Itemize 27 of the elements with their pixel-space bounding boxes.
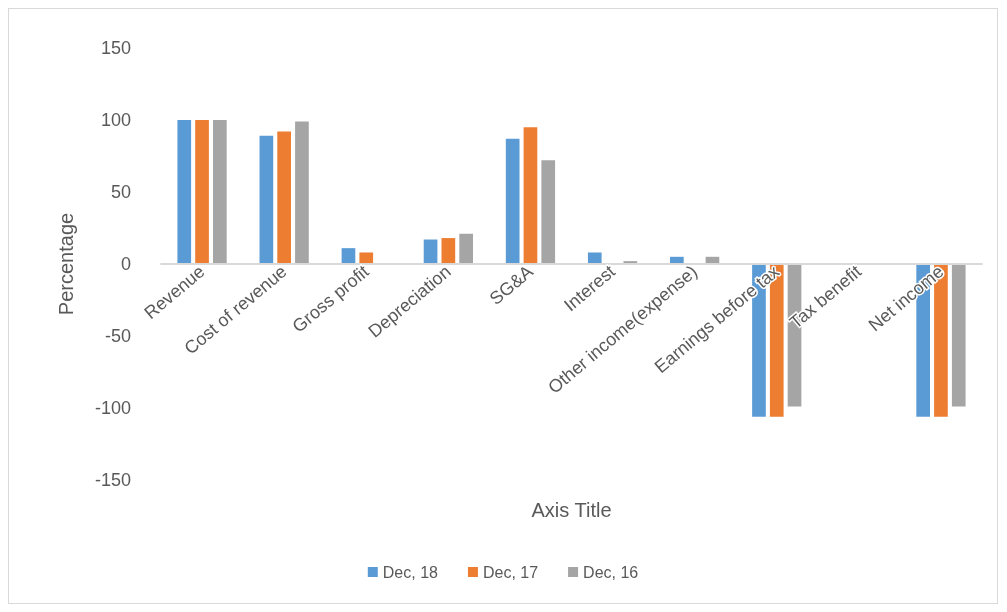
y-tick-label: 0 bbox=[120, 254, 131, 274]
bar bbox=[295, 121, 309, 264]
bar bbox=[587, 252, 602, 264]
y-tick-label: 100 bbox=[100, 110, 131, 130]
y-tick-label: -100 bbox=[94, 398, 131, 418]
bar bbox=[195, 120, 209, 264]
y-axis-title: Percentage bbox=[55, 212, 77, 316]
bar bbox=[541, 160, 556, 264]
bar bbox=[505, 138, 520, 264]
bar bbox=[277, 131, 291, 264]
bar bbox=[523, 127, 538, 264]
bar bbox=[441, 238, 456, 264]
legend-label: Dec, 18 bbox=[382, 563, 439, 581]
bar bbox=[213, 120, 227, 264]
bar bbox=[259, 135, 274, 264]
legend-label: Dec, 16 bbox=[583, 563, 639, 581]
bar bbox=[341, 248, 356, 264]
y-tick-label: -50 bbox=[104, 326, 131, 346]
y-tick-label: 50 bbox=[110, 182, 131, 202]
bar bbox=[459, 233, 473, 264]
bar bbox=[951, 264, 966, 407]
bar bbox=[177, 120, 192, 264]
y-tick-label: -150 bbox=[94, 470, 131, 490]
x-axis-title: Axis Title bbox=[531, 499, 612, 521]
legend-label: Dec, 17 bbox=[482, 563, 539, 581]
y-tick-label: 150 bbox=[100, 38, 131, 58]
bar bbox=[359, 252, 374, 264]
